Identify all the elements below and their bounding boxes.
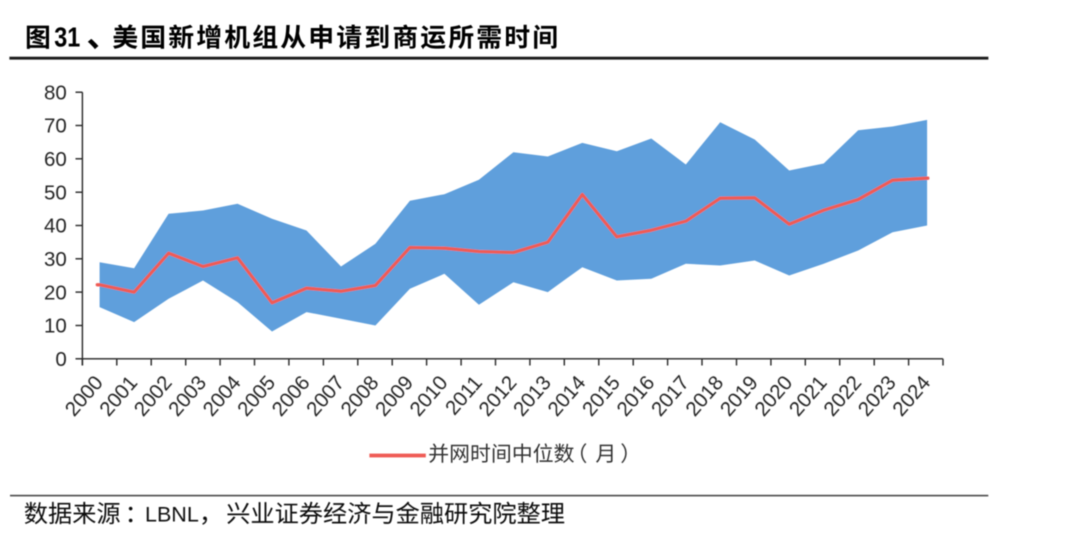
svg-text:60: 60: [44, 148, 67, 171]
svg-text:50: 50: [44, 181, 67, 204]
svg-text:LBNL: LBNL: [145, 503, 199, 527]
svg-text:0: 0: [55, 348, 66, 371]
svg-text:30: 30: [44, 248, 67, 271]
svg-text:80: 80: [44, 81, 67, 104]
svg-text:70: 70: [44, 115, 67, 138]
svg-text:10: 10: [44, 315, 67, 338]
svg-text:20: 20: [44, 281, 67, 304]
svg-text:31: 31: [54, 22, 80, 53]
svg-text:40: 40: [44, 215, 67, 238]
